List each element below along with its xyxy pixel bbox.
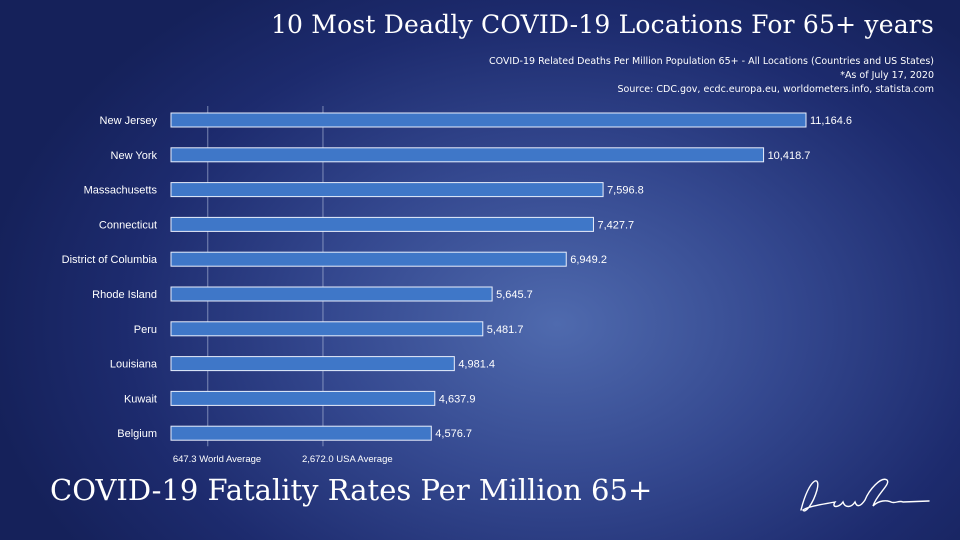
category-label-massachusetts: Massachusetts: [84, 185, 158, 197]
category-label-kuwait: Kuwait: [124, 393, 157, 405]
value-label-new-york: 10,418.7: [768, 150, 811, 162]
as-of-date: *As of July 17, 2020: [840, 70, 934, 81]
value-label-connecticut: 7,427.7: [597, 219, 634, 231]
value-label-kuwait: 4,637.9: [439, 393, 476, 405]
category-label-connecticut: Connecticut: [99, 219, 157, 231]
bar-kuwait: [170, 390, 436, 406]
bar-district-of-columbia: [170, 251, 567, 267]
reference-label-usa: 2,672.0 USA Average: [302, 454, 393, 465]
bar-massachusetts: [170, 182, 604, 198]
category-label-belgium: Belgium: [117, 428, 157, 440]
category-label-louisiana: Louisiana: [110, 359, 158, 371]
category-label-new-york: New York: [111, 150, 158, 162]
value-label-new-jersey: 11,164.6: [810, 115, 852, 127]
bar-peru: [170, 321, 484, 337]
signature-logo: [800, 478, 930, 512]
chart-title: 10 Most Deadly COVID-19 Locations For 65…: [270, 10, 934, 39]
bar-chart: 647.3 World Average 2,672.0 USA Average Ne…: [62, 106, 852, 465]
bars: 647.3 World Average 2,672.0 USA Average Ne…: [62, 106, 852, 465]
value-label-belgium: 4,576.7: [435, 428, 472, 440]
value-label-district-of-columbia: 6,949.2: [570, 254, 607, 266]
category-label-rhode-island: Rhode Island: [92, 289, 157, 301]
chart-subtitle: COVID-19 Related Deaths Per Million Popu…: [488, 56, 934, 67]
bar-new-york: [170, 147, 765, 163]
category-label-peru: Peru: [134, 324, 157, 336]
source-note: Source: CDC.gov, ecdc.europa.eu, worldom…: [617, 84, 934, 95]
bar-louisiana: [170, 356, 455, 372]
category-label-new-jersey: New Jersey: [100, 115, 158, 127]
category-label-district-of-columbia: District of Columbia: [62, 254, 158, 266]
reference-label-world: 647.3 World Average: [173, 454, 261, 465]
value-label-peru: 5,481.7: [487, 324, 524, 336]
bar-rhode-island: [170, 286, 493, 302]
value-label-rhode-island: 5,645.7: [496, 289, 533, 301]
footer-title: COVID-19 Fatality Rates Per Million 65+: [50, 473, 653, 507]
bar-connecticut: [170, 216, 594, 232]
value-label-louisiana: 4,981.4: [458, 359, 495, 371]
value-label-massachusetts: 7,596.8: [607, 185, 644, 197]
bar-belgium: [170, 425, 432, 441]
bar-new-jersey: [170, 112, 807, 128]
